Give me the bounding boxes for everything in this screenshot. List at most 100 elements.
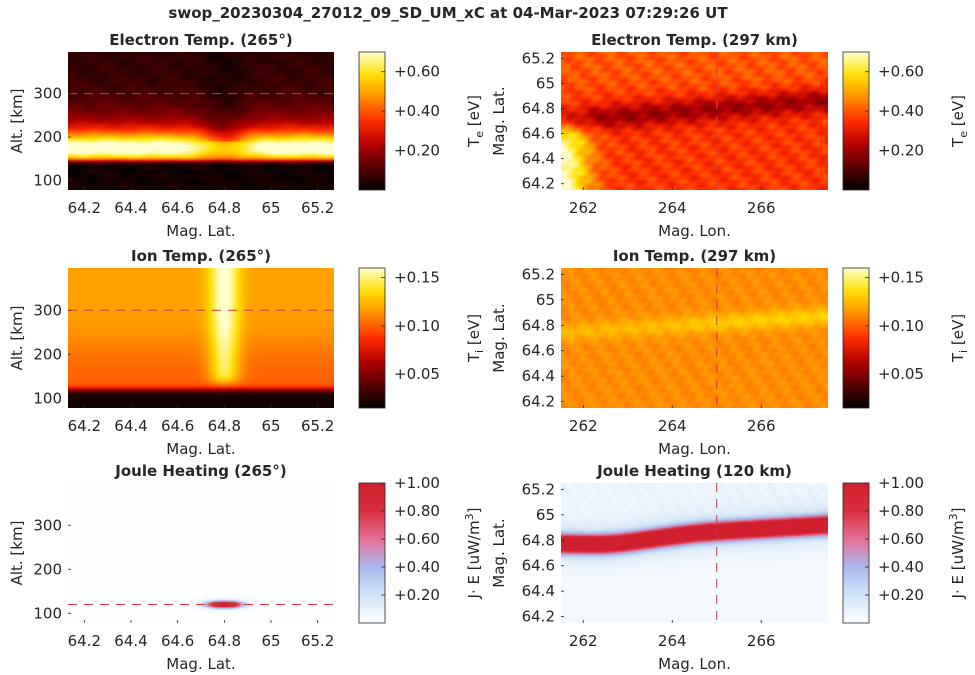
heatmap-image — [561, 268, 828, 408]
x-tick-label: 64.6 — [161, 417, 194, 435]
y-tick-label: 64.6 — [522, 342, 555, 360]
y-tick-label: 64.2 — [522, 608, 555, 626]
y-axis-label: Alt. [km] — [8, 521, 26, 586]
colorbar-label: Ti [eV] — [465, 314, 486, 363]
x-tick-label: 64.2 — [68, 417, 101, 435]
y-tick-label: 65.2 — [522, 480, 555, 498]
y-tick-label: 64.2 — [522, 175, 555, 193]
y-tick-label: 300 — [33, 85, 62, 103]
colorbar-tick-label: +1.00 — [878, 474, 924, 492]
colorbar: +0.20 +0.40 +0.60 Te [eV] — [842, 51, 970, 191]
heatmap-image — [561, 52, 828, 190]
panels: 64.2 64.4 64.6 64.8 65 65.2 100 200 300 Electron … — [8, 31, 970, 673]
y-tick-label: 64.2 — [522, 393, 555, 411]
colorbar-tick-label: +1.00 — [394, 474, 440, 492]
y-tick-label: 200 — [33, 560, 62, 578]
colorbar-tick-label: +0.10 — [878, 317, 924, 335]
x-tick-label: 262 — [569, 199, 598, 217]
colorbar-tick-label: +0.40 — [878, 558, 924, 576]
colorbar-tick-label: +0.20 — [878, 142, 924, 160]
x-axis-label: Mag. Lon. — [658, 222, 731, 240]
figure-title: swop_20230304_27012_09_SD_UM_xC at 04-Ma… — [168, 4, 728, 22]
colorbar-label: J· E [uW/m3] — [947, 508, 967, 600]
colorbar-tick-label: +0.05 — [878, 365, 924, 383]
y-tick-label: 64.8 — [522, 99, 555, 117]
panel-title: Ion Temp. (297 km) — [613, 247, 776, 265]
y-tick-label: 64.8 — [522, 316, 555, 334]
y-tick-label: 200 — [33, 128, 62, 146]
y-tick-label: 65 — [536, 506, 555, 524]
colorbar-tick-label: +0.80 — [878, 502, 924, 520]
x-tick-label: 65 — [261, 632, 280, 650]
x-tick-label: 64.8 — [208, 417, 241, 435]
colorbar-gradient — [842, 51, 870, 191]
colorbar-tick-label: +0.15 — [878, 269, 924, 287]
colorbar-tick-label: +0.40 — [878, 102, 924, 120]
panel-title: Joule Heating (120 km) — [596, 462, 792, 480]
y-tick-label: 65 — [536, 74, 555, 92]
colorbar: +0.20 +0.40 +0.60 +0.80 +1.00 J· E [uW/m3] — [842, 474, 967, 624]
x-tick-label: 266 — [747, 632, 776, 650]
y-axis-label: Mag. Lat. — [490, 86, 508, 155]
y-tick-label: 65.2 — [522, 49, 555, 67]
x-tick-label: 264 — [658, 632, 687, 650]
x-axis-label: Mag. Lat. — [166, 222, 235, 240]
colorbar-tick-label: +0.60 — [394, 530, 440, 548]
y-tick-label: 64.4 — [522, 582, 555, 600]
y-tick-label: 65 — [536, 291, 555, 309]
colorbar: +0.20 +0.40 +0.60 Te [eV] — [358, 51, 486, 191]
colorbar: +0.05 +0.10 +0.15 Ti [eV] — [842, 267, 970, 409]
y-tick-label: 64.8 — [522, 531, 555, 549]
colorbar-tick-label: +0.10 — [394, 317, 440, 335]
chart-panel-p4: 262 264 266 64.2 64.4 64.6 64.8 65 65.2 Ion Temp.… — [490, 247, 970, 458]
x-tick-label: 64.4 — [114, 199, 147, 217]
colorbar-gradient — [842, 482, 870, 624]
x-tick-label: 262 — [569, 417, 598, 435]
y-tick-label: 300 — [33, 516, 62, 534]
colorbar-tick-label: +0.15 — [394, 269, 440, 287]
x-tick-label: 65 — [261, 199, 280, 217]
colorbar-tick-label: +0.40 — [394, 102, 440, 120]
colorbar: +0.05 +0.10 +0.15 Ti [eV] — [358, 267, 486, 409]
panel-title: Electron Temp. (297 km) — [591, 31, 798, 49]
y-tick-label: 64.4 — [522, 367, 555, 385]
chart-panel-p6: 262 264 266 64.2 64.4 64.6 64.8 65 65.2 Joule Hea… — [490, 462, 967, 673]
x-tick-label: 65.2 — [301, 417, 334, 435]
heatmap-image — [68, 483, 334, 623]
x-tick-label: 266 — [747, 199, 776, 217]
colorbar-gradient — [358, 482, 386, 624]
x-tick-label: 64.2 — [68, 632, 101, 650]
panel-title: Joule Heating (265°) — [114, 462, 286, 480]
colorbar-tick-label: +0.20 — [394, 142, 440, 160]
chart-panel-p1: 64.2 64.4 64.6 64.8 65 65.2 100 200 300 Electron … — [8, 31, 486, 240]
x-tick-label: 64.6 — [161, 199, 194, 217]
colorbar-label: J· E [uW/m3] — [463, 508, 483, 600]
chart-panel-p2: 262 264 266 64.2 64.4 64.6 64.8 65 65.2 Electron … — [490, 31, 970, 240]
x-tick-label: 262 — [569, 632, 598, 650]
x-tick-label: 64.6 — [161, 632, 194, 650]
colorbar: +0.20 +0.40 +0.60 +0.80 +1.00 J· E [uW/m3] — [358, 474, 483, 624]
colorbar-gradient — [358, 51, 386, 191]
colorbar-tick-label: +0.60 — [878, 530, 924, 548]
y-tick-label: 200 — [33, 345, 62, 363]
y-tick-label: 100 — [33, 389, 62, 407]
colorbar-tick-label: +0.20 — [878, 586, 924, 604]
x-tick-label: 264 — [658, 417, 687, 435]
x-tick-label: 65.2 — [301, 632, 334, 650]
y-axis-label: Mag. Lat. — [490, 518, 508, 587]
x-axis-label: Mag. Lat. — [166, 440, 235, 458]
x-axis-label: Mag. Lon. — [658, 440, 731, 458]
colorbar-tick-label: +0.60 — [878, 63, 924, 81]
y-tick-label: 64.6 — [522, 557, 555, 575]
colorbar-tick-label: +0.60 — [394, 63, 440, 81]
heatmap-image — [561, 483, 828, 623]
panel-title: Electron Temp. (265°) — [109, 31, 292, 49]
chart-panel-p5: 64.2 64.4 64.6 64.8 65 65.2 100 200 300 Joule Hea… — [8, 462, 483, 673]
heatmap-image — [68, 52, 334, 190]
colorbar-tick-label: +0.40 — [394, 558, 440, 576]
y-axis-label: Alt. [km] — [8, 306, 26, 371]
y-tick-label: 64.6 — [522, 125, 555, 143]
heatmap-image — [68, 268, 334, 408]
chart-panel-p3: 64.2 64.4 64.6 64.8 65 65.2 100 200 300 Ion Temp.… — [8, 247, 486, 458]
